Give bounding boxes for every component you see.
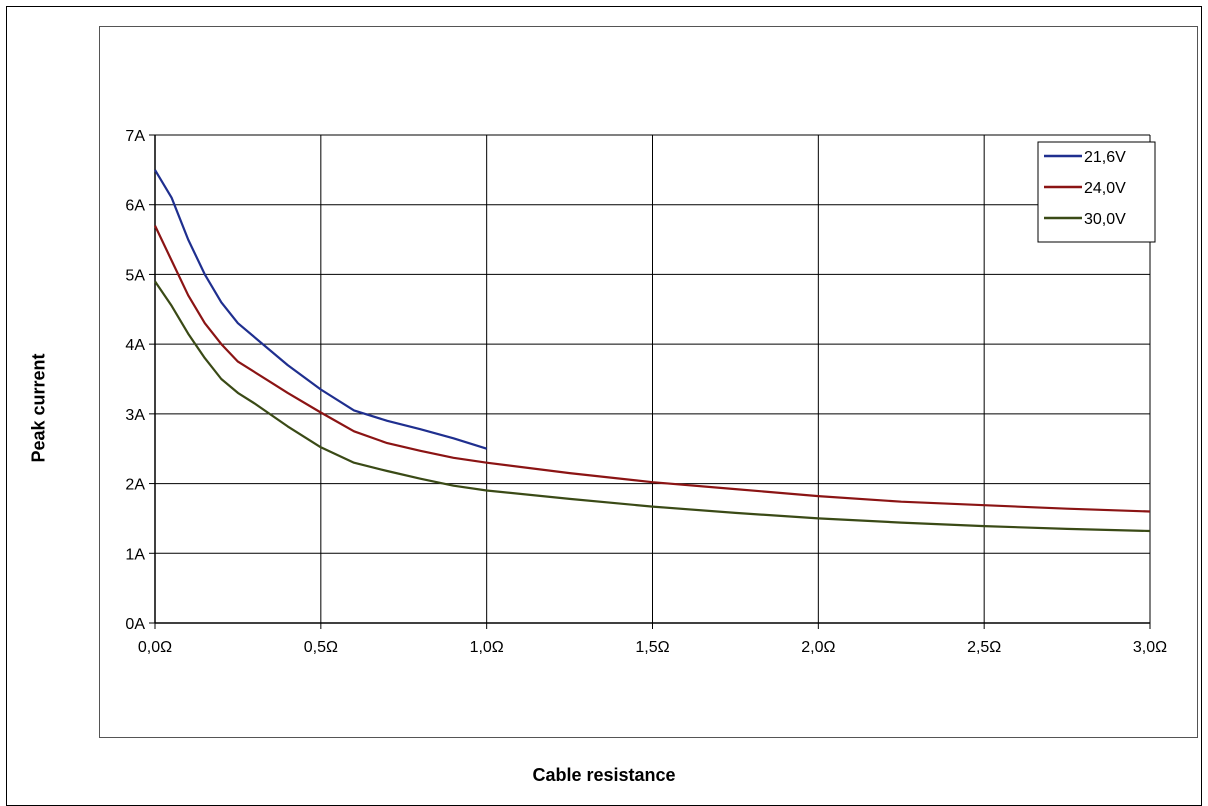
legend-box — [1037, 141, 1156, 243]
grid-lines — [155, 134, 1151, 623]
series-line-3 — [154, 280, 1151, 533]
y-axis-title: Peak current — [28, 353, 49, 463]
y-tick-label: 7A — [125, 128, 145, 145]
y-tick-label: 6A — [125, 198, 145, 215]
axes — [149, 134, 1151, 629]
x-tick-label: 0,0Ω — [138, 639, 172, 656]
tick-labels: 0A 1A 2A 3A 4A 5A 6A 7A 0,0Ω 0,5Ω 1,0Ω 1,5Ω 2,0Ω 2,5Ω… — [125, 128, 1167, 656]
x-tick-label: 2,5Ω — [967, 639, 1001, 656]
series-line-1 — [154, 169, 488, 450]
y-tick-label: 4A — [125, 337, 145, 354]
legend: 21,6V 24,0V 30,0V — [1037, 141, 1156, 243]
y-tick-label: 3A — [125, 407, 145, 424]
x-tick-label: 1,0Ω — [470, 639, 504, 656]
x-axis-title: Cable resistance — [532, 765, 676, 785]
x-tick-label: 3,0Ω — [1133, 639, 1167, 656]
legend-label: 30,0V — [1084, 211, 1126, 228]
x-tick-label: 0,5Ω — [304, 639, 338, 656]
series-line-2 — [154, 225, 1151, 513]
legend-label: 21,6V — [1084, 149, 1126, 166]
x-tick-label: 1,5Ω — [635, 639, 669, 656]
y-tick-label: 1A — [125, 546, 145, 563]
y-tick-label: 5A — [125, 267, 145, 284]
plot-area-border — [99, 26, 1198, 738]
chart-frame — [6, 6, 1202, 806]
legend-label: 24,0V — [1084, 180, 1126, 197]
series-lines — [154, 169, 1151, 533]
y-tick-label: 2A — [125, 477, 145, 494]
x-tick-label: 2,0Ω — [801, 639, 835, 656]
y-tick-label: 0A — [125, 616, 145, 633]
